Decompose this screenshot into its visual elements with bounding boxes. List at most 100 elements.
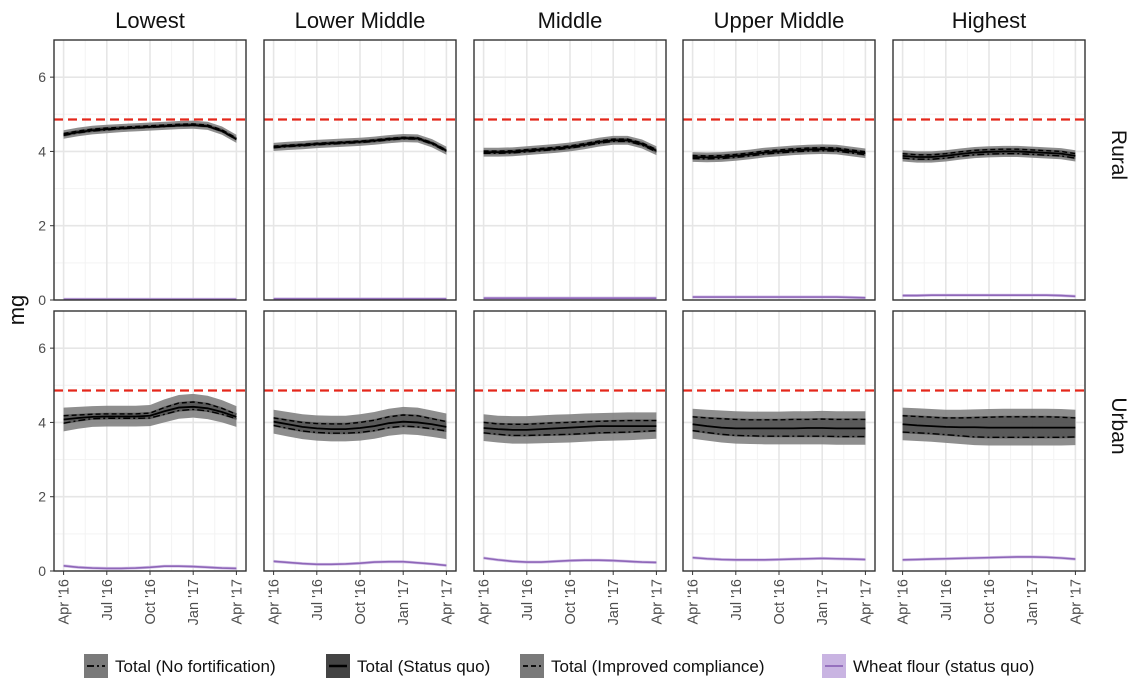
x-tick-label: Jan '17 [815,579,831,625]
legend-item-improved: Total (Improved compliance) [520,654,765,678]
x-tick-label: Apr '16 [57,579,73,625]
line-status-quo [902,423,1076,429]
strip-label-lowest: Lowest [115,8,185,33]
line-wheat-flour [483,557,657,564]
x-tick-label: Jan '17 [186,579,202,625]
strip-label-urban: Urban [1107,397,1130,454]
strip-label-middle: Middle [538,8,603,33]
line-no-fortification [483,429,657,437]
y-tick-label: 6 [38,69,46,85]
inner-ribbon [692,415,866,438]
x-tick-label: Jul '16 [729,579,745,620]
series-rural-highest [902,145,1076,298]
panel-border [682,39,876,301]
y-tick-label: 6 [38,340,46,356]
line-status-quo [483,139,657,154]
panel-rural-lowest [54,40,246,301]
x-tick-label: Apr '17 [439,579,455,625]
x-tick-label: Apr '17 [229,579,245,625]
series-rural-lowest [63,120,237,301]
series-urban-lowest [63,393,237,570]
y-tick-label: 4 [38,143,46,159]
panel-rural-upper-middle [683,40,875,301]
panel-rural-middle [474,40,666,301]
y-tick-label: 2 [38,489,46,505]
line-improved-compliance [63,401,237,417]
series-urban-middle [483,412,657,564]
panel-rural-highest [893,40,1085,301]
x-tick-label: Oct '16 [143,579,159,624]
x-tick-label: Oct '16 [772,579,788,624]
x-tick-label: Oct '16 [353,579,369,624]
panel-border [263,39,457,301]
x-tick-label: Jan '17 [1025,579,1041,625]
line-improved-compliance [692,416,866,421]
panel-rural-lower-middle [264,40,456,301]
legend-label-improved: Total (Improved compliance) [551,657,765,676]
x-tick-label: Apr '17 [858,579,874,625]
x-tick-label: Jan '17 [606,579,622,625]
x-tick-label: Apr '17 [649,579,665,625]
line-improved-compliance [902,415,1076,419]
x-tick-label: Jan '17 [396,579,412,625]
x-tick-label: Apr '16 [896,579,912,625]
legend: Total (No fortification) Total (Status qu… [84,654,1034,678]
x-tick-label: Apr '17 [1068,579,1084,625]
x-tick-label: Jul '16 [520,579,536,620]
line-no-fortification [483,140,657,154]
y-tick-label: 0 [38,292,46,308]
strip-label-upper-middle: Upper Middle [714,8,845,33]
line-improved-compliance [692,147,866,157]
line-wheat-flour [63,565,237,570]
inner-ribbon [63,122,237,141]
line-status-quo [692,423,866,430]
panel-border [53,39,247,301]
line-no-fortification [63,408,237,424]
line-wheat-flour [273,560,447,567]
line-status-quo [63,124,237,140]
legend-item-wheat: Wheat flour (status quo) [822,654,1034,678]
x-tick-label: Jul '16 [310,579,326,620]
line-status-quo [692,148,866,159]
legend-label-wheat: Wheat flour (status quo) [853,657,1034,676]
strip-label-highest: Highest [952,8,1027,33]
series-urban-upper-middle [692,408,866,562]
line-no-fortification [902,152,1076,160]
panel-border [892,39,1086,301]
panel-border [473,39,667,301]
line-status-quo [63,405,237,421]
x-tick-label: Apr '16 [477,579,493,625]
line-no-fortification [692,149,866,160]
inner-ribbon [902,414,1076,439]
x-tick-label: Apr '16 [686,579,702,625]
line-no-fortification [902,431,1076,438]
line-wheat-flour [692,556,866,561]
x-tick-label: Oct '16 [563,579,579,624]
series-urban-lower-middle [273,406,447,567]
line-improved-compliance [63,123,237,139]
legend-label-no_fort: Total (No fortification) [115,657,276,676]
y-axis-title: mg [4,295,29,326]
legend-label-status_quo: Total (Status quo) [357,657,490,676]
legend-item-no_fort: Total (No fortification) [84,654,276,678]
series-rural-upper-middle [692,144,866,300]
line-wheat-flour [902,294,1076,298]
series-rural-middle [483,135,657,300]
x-tick-label: Jul '16 [100,579,116,620]
line-wheat-flour [692,296,866,299]
line-improved-compliance [902,148,1076,156]
x-tick-label: Oct '16 [982,579,998,624]
panel-urban-lowest [54,311,246,572]
series-urban-highest [902,407,1076,562]
line-status-quo [273,420,447,431]
line-status-quo [273,137,447,152]
line-wheat-flour [902,556,1076,561]
line-status-quo [483,425,657,431]
y-tick-label: 4 [38,414,46,430]
line-improved-compliance [273,414,447,425]
y-tick-label: 2 [38,218,46,234]
line-improved-compliance [483,138,657,152]
line-improved-compliance [483,419,657,425]
